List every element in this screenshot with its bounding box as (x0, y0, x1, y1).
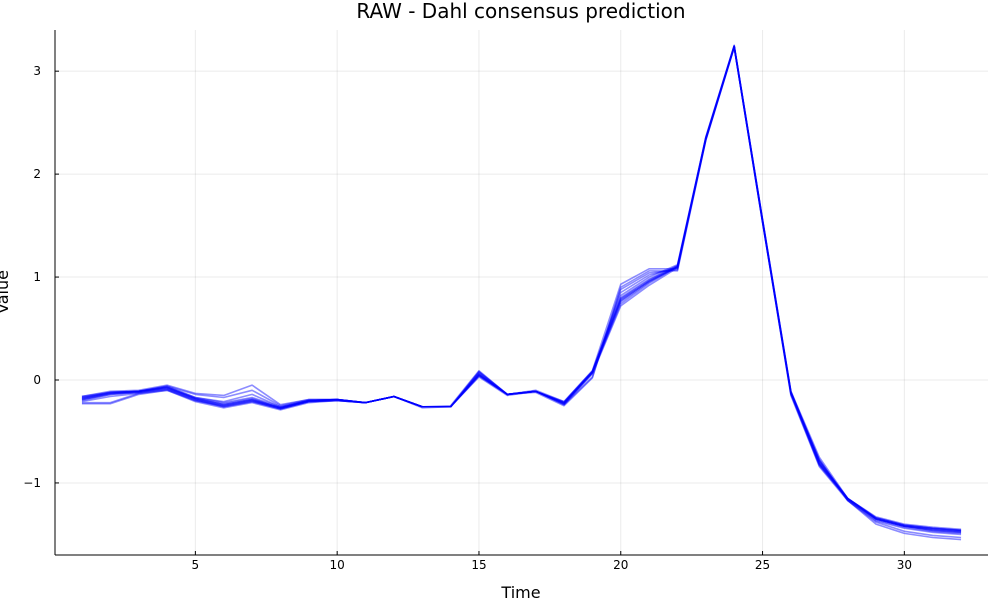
series-line (81, 45, 962, 535)
series-line (81, 45, 962, 534)
series-line (81, 45, 962, 532)
y-tick-label: −1 (23, 476, 41, 490)
y-axis-label: Value (0, 270, 12, 314)
series-line (81, 45, 962, 533)
grid (55, 30, 988, 555)
x-tick-label: 15 (471, 558, 486, 572)
y-tick-label: 3 (33, 64, 41, 78)
x-axis-label: Time (500, 583, 540, 600)
series-line (81, 45, 962, 534)
y-tick-label: 0 (33, 373, 41, 387)
series-line (81, 46, 962, 536)
x-tick-label: 5 (192, 558, 200, 572)
series-line (81, 45, 962, 532)
y-tick-label: 1 (33, 270, 41, 284)
x-tick-label: 20 (613, 558, 628, 572)
series-line (81, 45, 962, 533)
series-line (81, 46, 962, 541)
x-ticks: 5 10 15 20 25 30 (192, 551, 912, 572)
series-group (81, 44, 962, 541)
series-line (81, 45, 962, 539)
series-line (81, 44, 962, 531)
x-tick-label: 30 (897, 558, 912, 572)
x-tick-label: 10 (330, 558, 345, 572)
x-tick-label: 25 (755, 558, 770, 572)
series-line (81, 44, 962, 532)
chart-title: RAW - Dahl consensus prediction (356, 0, 685, 23)
axes (54, 30, 988, 556)
y-ticks: −1 0 1 2 3 (23, 64, 59, 490)
y-tick-label: 2 (33, 167, 41, 181)
